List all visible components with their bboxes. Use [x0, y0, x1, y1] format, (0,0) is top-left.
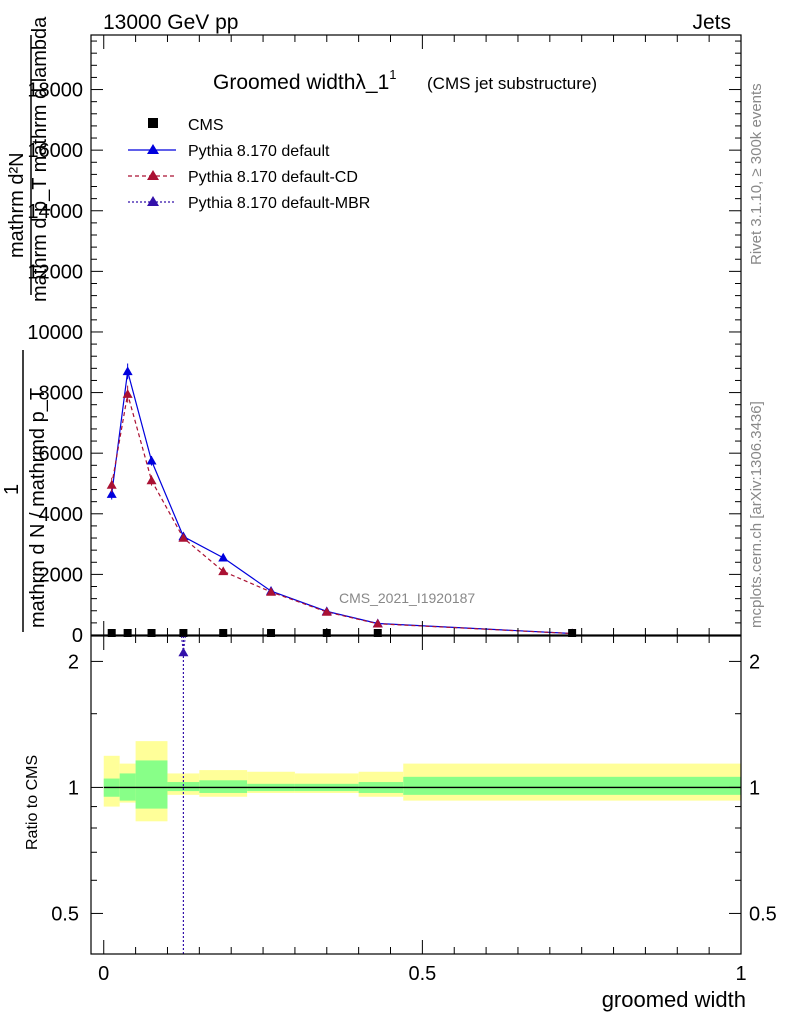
- legend-mbr-label: Pythia 8.170 default-MBR: [188, 195, 370, 212]
- series-point-1: [178, 533, 189, 542]
- chart-title: Groomed widthλ_11: [213, 67, 397, 94]
- y-tick-label: 14000: [27, 201, 83, 223]
- series-point-1: [266, 586, 277, 596]
- series-line-1: [111, 393, 573, 635]
- header-process: Jets: [692, 11, 731, 34]
- series-point-1: [218, 566, 229, 576]
- y-tick-label: 12000: [27, 261, 83, 283]
- legend-default-marker: [147, 144, 159, 154]
- ratio-band-inner: [403, 776, 741, 795]
- x-tick-label: 0.5: [408, 963, 436, 985]
- ratio-tick-label-right: 1: [749, 777, 760, 799]
- y-tick-label: 0: [72, 625, 83, 647]
- ratio-y-label: Ratio to CMS: [24, 755, 41, 850]
- y-tick-label: 18000: [27, 80, 83, 102]
- chart-title-superscript: 1: [389, 67, 396, 82]
- x-axis: 0 0.5 1: [98, 35, 747, 985]
- cms-point: [147, 629, 156, 637]
- legend-mbr-marker: [147, 196, 159, 206]
- legend-default-label: Pythia 8.170 default: [188, 143, 330, 160]
- series-point-1: [122, 389, 133, 398]
- y-label-bottom-numerator: 1: [1, 484, 23, 495]
- y-tick-label: 4000: [39, 504, 84, 526]
- ratio-y-axis: 0.5 0.5 1 1 2 2: [51, 651, 777, 925]
- y-tick-label: 16000: [27, 140, 83, 162]
- ratio-tick-label-right: 0.5: [749, 903, 777, 925]
- ratio-series-point-2: [178, 647, 189, 657]
- x-tick-label: 0: [98, 963, 109, 985]
- ratio-band-inner: [199, 780, 248, 793]
- chart-title-main: Groomed widthλ_1: [213, 71, 389, 94]
- chart-subtitle: (CMS jet substructure): [427, 74, 597, 93]
- main-panel-frame: [90, 34, 742, 636]
- ratio-tick-label: 2: [68, 651, 79, 673]
- ratio-tick-label: 0.5: [51, 903, 79, 925]
- rivet-version-label: Rivet 3.1.10, ≥ 300k events: [748, 83, 765, 265]
- series-point-0: [146, 455, 157, 465]
- series-point-1: [106, 480, 117, 489]
- cms-point: [219, 629, 228, 637]
- series-point-0: [122, 366, 133, 376]
- ratio-uncertainty-band: [103, 741, 741, 822]
- series-point-0: [218, 552, 229, 562]
- series-point-1: [321, 606, 332, 616]
- main-y-axis: 0 2000 4000 6000 8000 10000 12000 14000 16000 180…: [27, 40, 741, 647]
- x-tick-label: 1: [735, 963, 746, 985]
- y-label-top-numerator: mathrm d²N: [6, 152, 28, 258]
- cms-point: [107, 629, 116, 637]
- ratio-panel-frame: [90, 635, 742, 955]
- y-label-bottom-denominator: mathrm d N / mathrmd p_T: [27, 388, 49, 628]
- x-axis-label: groomed width: [602, 987, 746, 1012]
- header-energy: 13000 GeV pp: [103, 11, 238, 34]
- y-tick-label: 8000: [39, 383, 84, 405]
- y-tick-label: 10000: [27, 322, 83, 344]
- cms-point: [179, 629, 188, 637]
- cms-point: [568, 629, 577, 637]
- series-point-1: [146, 475, 157, 485]
- ratio-tick-label-right: 2: [749, 651, 760, 673]
- analysis-watermark: CMS_2021_I1920187: [339, 590, 475, 606]
- legend-cms-marker: [148, 118, 158, 128]
- y-tick-label: 2000: [39, 564, 84, 586]
- y-label-top-denominator: mathrm d p_T mathrm d lambda: [29, 16, 51, 302]
- ratio-tick-label: 1: [68, 777, 79, 799]
- legend: CMS Pythia 8.170 default Pythia 8.170 de…: [128, 117, 370, 212]
- legend-cd-marker: [147, 170, 159, 180]
- legend-cd-label: Pythia 8.170 default-CD: [188, 169, 358, 186]
- ratio-series-group: [178, 636, 189, 954]
- series-point-0: [106, 489, 117, 498]
- mcplots-label: mcplots.cern.ch [arXiv:1306.3436]: [748, 401, 765, 628]
- y-tick-label: 6000: [39, 443, 84, 465]
- series-point-1: [372, 618, 383, 628]
- ratio-band-inner: [135, 760, 168, 809]
- legend-cms-label: CMS: [188, 117, 224, 134]
- ratio-band-inner: [167, 782, 200, 792]
- cms-point: [267, 629, 276, 637]
- cms-point: [123, 629, 132, 637]
- cms-point: [373, 629, 382, 637]
